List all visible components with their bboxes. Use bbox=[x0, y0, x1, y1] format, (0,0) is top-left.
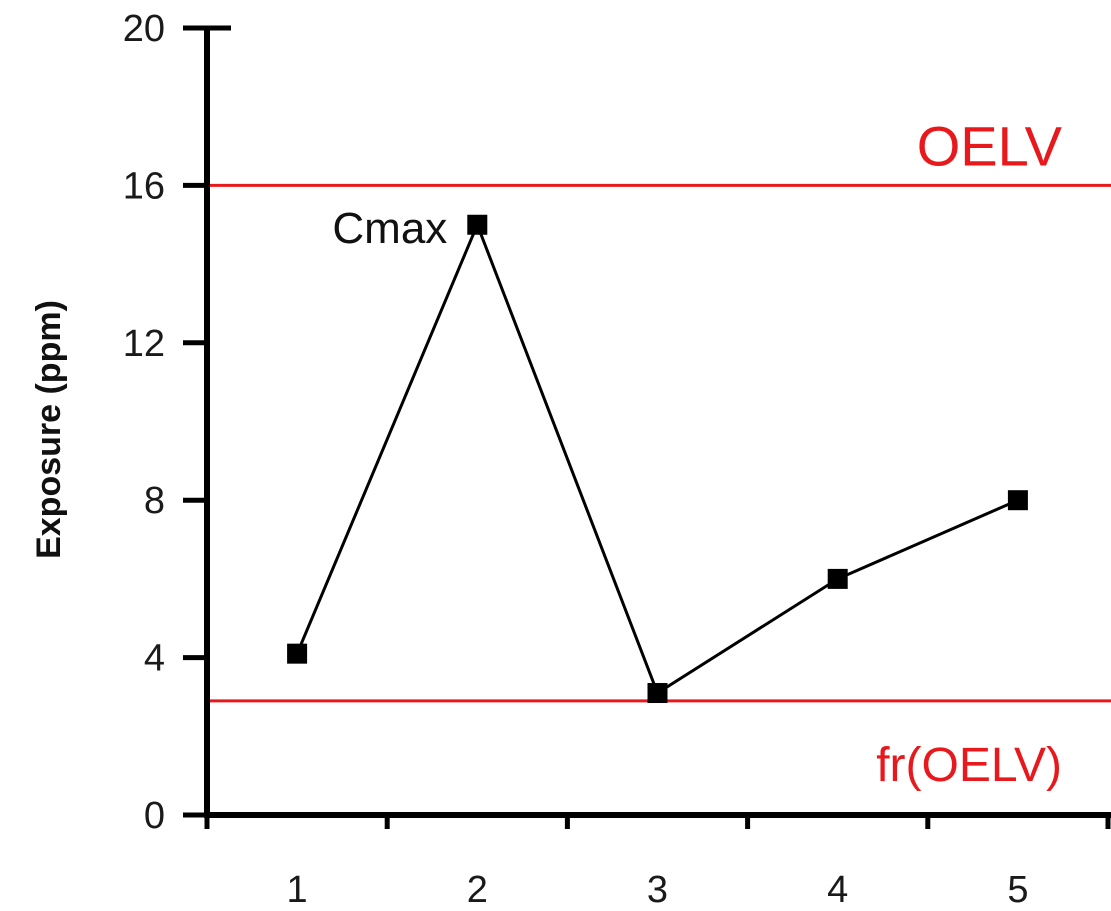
data-point-marker bbox=[647, 683, 668, 704]
data-point-marker bbox=[1007, 490, 1028, 511]
y-tick-label: 4 bbox=[144, 638, 165, 680]
y-tick-label: 16 bbox=[123, 165, 165, 207]
y-tick-label: 0 bbox=[144, 795, 165, 837]
axes bbox=[183, 25, 1111, 829]
reference-line-label: fr(OELV) bbox=[876, 739, 1062, 792]
x-tick-label: 5 bbox=[1007, 869, 1028, 911]
y-tick-label: 8 bbox=[144, 480, 165, 522]
reference-lines bbox=[207, 183, 1111, 703]
y-axis-title: Exposure (ppm) bbox=[30, 300, 68, 559]
x-tick-label: 2 bbox=[467, 869, 488, 911]
y-tick-label: 20 bbox=[123, 8, 165, 50]
series-layer bbox=[287, 214, 1028, 704]
x-tick-label: 1 bbox=[287, 869, 308, 911]
data-point-marker bbox=[467, 214, 488, 235]
reference-line-label: OELV bbox=[917, 114, 1063, 177]
data-point-marker bbox=[287, 643, 308, 664]
x-tick-label: 4 bbox=[827, 869, 848, 911]
data-point-marker bbox=[827, 568, 848, 589]
y-tick-label: 12 bbox=[123, 323, 165, 365]
annotation-label: Cmax bbox=[332, 204, 447, 253]
x-tick-label: 3 bbox=[647, 869, 668, 911]
series-line bbox=[295, 220, 1019, 696]
